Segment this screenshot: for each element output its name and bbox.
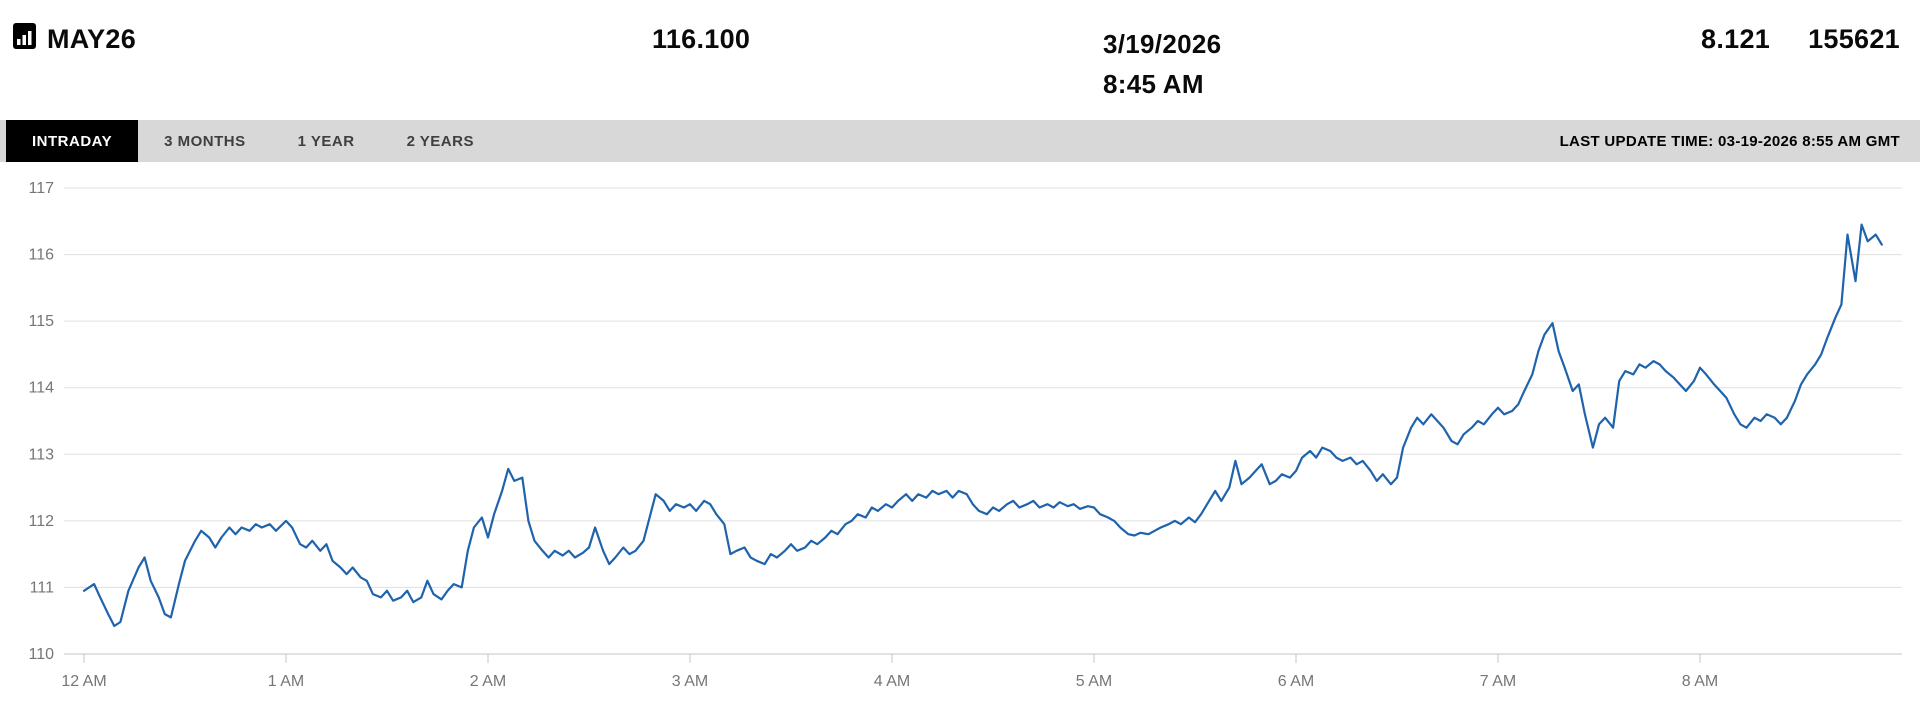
quote-time: 8:45 AM — [1103, 69, 1204, 99]
price-chart: 110 111 112 113 114 115 116 117 12 AM 1 AM 2 AM 3 A… — [0, 162, 1920, 720]
quote-date: 3/19/2026 — [1103, 29, 1222, 59]
chart-document-icon — [12, 22, 37, 57]
range-tab-bar: INTRADAY 3 MONTHS 1 YEAR 2 YEARS LAST UP… — [0, 120, 1920, 162]
quote-header: MAY26 116.100 3/19/2026 8:45 AM 8.121 15… — [0, 0, 1920, 120]
tab-3-months[interactable]: 3 MONTHS — [164, 132, 246, 150]
svg-text:111: 111 — [30, 579, 54, 596]
tab-intraday[interactable]: INTRADAY — [6, 120, 139, 162]
last-price: 116.100 — [652, 24, 751, 54]
svg-text:114: 114 — [28, 380, 54, 397]
svg-text:12 AM: 12 AM — [61, 673, 106, 690]
symbol-label: MAY26 — [47, 24, 137, 54]
svg-text:110: 110 — [28, 646, 54, 663]
last-update-time: LAST UPDATE TIME: 03-19-2026 8:55 AM GMT — [1559, 132, 1900, 150]
volume-value: 155621 — [1808, 24, 1900, 54]
svg-text:5 AM: 5 AM — [1076, 673, 1112, 690]
svg-text:113: 113 — [28, 446, 54, 463]
svg-text:4 AM: 4 AM — [874, 673, 910, 690]
svg-text:7 AM: 7 AM — [1480, 673, 1516, 690]
symbol-group: MAY26 — [12, 22, 136, 57]
svg-text:3 AM: 3 AM — [672, 673, 708, 690]
tab-2-years[interactable]: 2 YEARS — [406, 132, 474, 150]
svg-text:117: 117 — [28, 180, 54, 197]
quote-datetime: 3/19/2026 8:45 AM — [1103, 24, 1221, 104]
svg-text:1 AM: 1 AM — [268, 673, 304, 690]
svg-text:2 AM: 2 AM — [470, 673, 506, 690]
svg-text:116: 116 — [28, 247, 54, 264]
change-value: 8.121 — [1701, 24, 1771, 54]
quote-stats: 8.121 155621 — [1701, 24, 1900, 55]
price-chart-svg: 110 111 112 113 114 115 116 117 12 AM 1 AM 2 AM 3 A… — [28, 180, 1902, 690]
svg-text:6 AM: 6 AM — [1278, 673, 1314, 690]
svg-text:112: 112 — [28, 513, 54, 530]
tab-1-year[interactable]: 1 YEAR — [297, 132, 355, 150]
svg-text:8 AM: 8 AM — [1682, 673, 1718, 690]
svg-text:115: 115 — [28, 313, 54, 330]
